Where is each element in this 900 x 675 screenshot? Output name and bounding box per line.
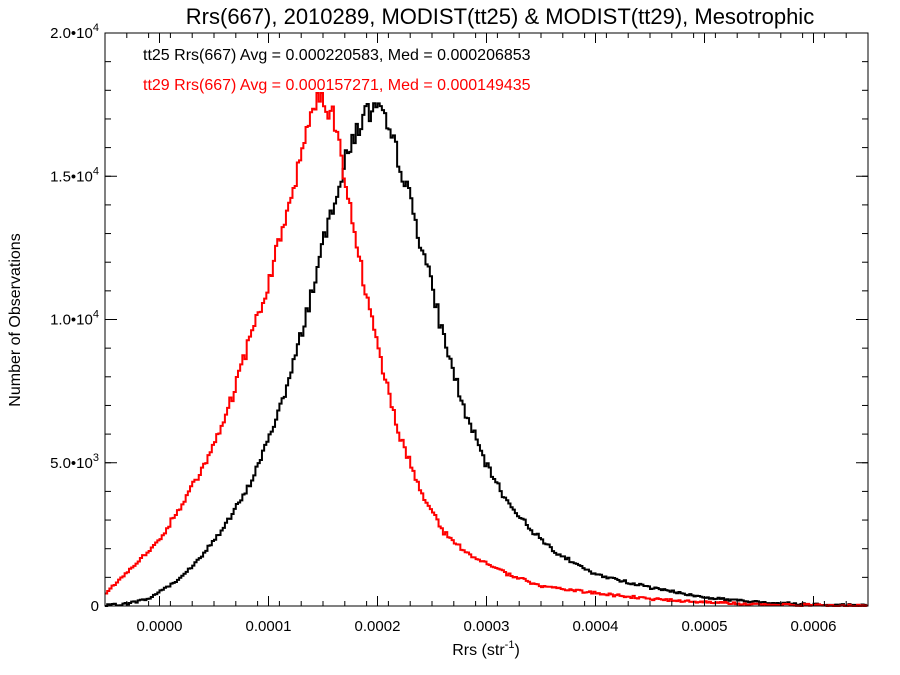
series-layer <box>105 91 868 607</box>
x-tick-label: 0.0000 <box>137 618 183 635</box>
x-axis-label-main: Rrs (str <box>452 642 505 659</box>
x-axis-label-sup: -1 <box>505 639 515 651</box>
y-tick-label: 2.0•104 <box>50 22 99 42</box>
y-tick-label: 1.0•104 <box>50 309 99 329</box>
y-axis-label: Number of Observations <box>7 233 24 406</box>
x-tick-label: 0.0006 <box>791 618 837 635</box>
annotation-tt29: tt29 Rrs(667) Avg = 0.000157271, Med = 0… <box>143 77 531 94</box>
x-tick-label: 0.0003 <box>464 618 510 635</box>
annotation-tt25: tt25 Rrs(667) Avg = 0.000220583, Med = 0… <box>143 47 531 64</box>
x-tick-label: 0.0005 <box>682 618 728 635</box>
series-line-2 <box>105 91 868 607</box>
y-tick-label: 1.5•104 <box>50 165 99 185</box>
x-tick-label: 0.0001 <box>246 618 292 635</box>
y-axis: 0 5.0•103 1.0•104 1.5•104 2.0•104 <box>50 22 868 615</box>
x-axis: 0.0000 0.0001 0.0002 0.0003 0.0004 0.0005 0.00… <box>104 33 869 635</box>
x-tick-label: 0.0002 <box>355 618 401 635</box>
x-axis-label-tail: ) <box>514 642 519 659</box>
y-tick-label: 5.0•103 <box>50 452 99 472</box>
x-axis-label: Rrs (str-1) <box>452 639 520 659</box>
y-tick-label: 0 <box>91 598 99 615</box>
chart-title: Rrs(667), 2010289, MODIST(tt25) & MODIST… <box>186 4 814 29</box>
plot-frame <box>104 32 869 607</box>
series-line-1 <box>105 102 868 607</box>
x-tick-label: 0.0004 <box>573 618 619 635</box>
